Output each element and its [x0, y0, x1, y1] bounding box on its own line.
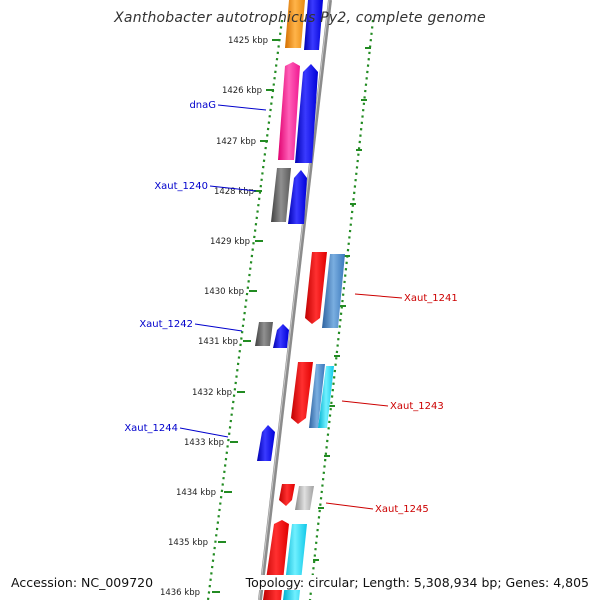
tick-label-1431: 1431 kbp [198, 337, 238, 347]
gene-label-xaut1242: Xaut_1242 [139, 319, 193, 330]
tick-label-1428: 1428 kbp [214, 187, 254, 197]
gene-feature-xaut1243-cyan [318, 366, 334, 428]
tick-label-1427: 1427 kbp [216, 137, 256, 147]
gene-feature-xaut1242-arrow [273, 324, 289, 348]
leader-xaut1243 [341, 400, 389, 407]
gene-feature-xaut1241-steel [322, 254, 345, 328]
gene-feature-xaut1243-red [291, 362, 313, 424]
leader-xaut1245 [325, 502, 374, 510]
map-title: Xanthobacter autotrophicus Py2, complete… [114, 10, 486, 26]
leader-xaut1242 [194, 323, 243, 332]
leader-xaut1240 [209, 185, 257, 192]
gene-feature-xaut1244-arrow [257, 425, 275, 461]
leader-dnaG [217, 104, 267, 111]
gene-feature-pink [278, 62, 300, 160]
gene-label-xaut1244: Xaut_1244 [124, 423, 178, 434]
gene-feature-xaut1243-steel [309, 364, 325, 428]
tick-label-1430: 1430 kbp [204, 287, 244, 297]
gene-feature-gray-1242 [255, 322, 273, 346]
label-leader-lines [179, 104, 403, 510]
gene-feature-xaut1245-gray [295, 486, 314, 510]
gene-feature-xaut1241-red [305, 252, 327, 324]
tick-label-1426: 1426 kbp [222, 86, 262, 96]
leader-xaut1244 [179, 427, 229, 438]
right-ring-boundary [308, 19, 375, 600]
tick-label-1433: 1433 kbp [184, 438, 224, 448]
gene-feature-xaut1245-red [279, 484, 295, 506]
gene-label-xaut1241: Xaut_1241 [404, 293, 458, 304]
tick-label-1432: 1432 kbp [192, 388, 232, 398]
gene-label-xaut1245: Xaut_1245 [375, 504, 429, 515]
accession-text: Accession: NC_009720 [9, 575, 156, 590]
tick-label-1425: 1425 kbp [228, 36, 268, 46]
left-ring-boundary [206, 19, 284, 600]
genome-backbone-highlight [258, 0, 330, 600]
genome-backbone [258, 0, 332, 600]
kbp-tick-marks [212, 39, 280, 593]
topology-text: Topology: circular; Length: 5,308,934 bp… [243, 575, 591, 590]
gene-label-dnaG: dnaG [189, 100, 216, 111]
gene-feature-gray-1240 [271, 168, 291, 222]
leader-xaut1241 [354, 293, 403, 299]
gene-feature-orange [285, 0, 305, 48]
gene-feature-blue-top [304, 0, 323, 50]
tick-label-1434: 1434 kbp [176, 488, 216, 498]
tick-label-1435: 1435 kbp [168, 538, 208, 548]
tick-label-1436: 1436 kbp [160, 588, 200, 598]
tick-label-1429: 1429 kbp [210, 237, 250, 247]
gene-feature-dnaG-arrow [295, 64, 318, 163]
gene-labels: dnaG Xaut_1240 Xaut_1241 Xaut_1242 Xaut_… [124, 100, 457, 515]
kbp-tick-labels: 1425 kbp 1426 kbp 1427 kbp 1428 kbp 1429… [160, 36, 268, 598]
gene-feature-xaut1240-arrow [288, 170, 307, 224]
right-tick-marks [313, 47, 371, 561]
gene-label-xaut1240: Xaut_1240 [154, 181, 208, 192]
gene-label-xaut1243: Xaut_1243 [390, 401, 444, 412]
